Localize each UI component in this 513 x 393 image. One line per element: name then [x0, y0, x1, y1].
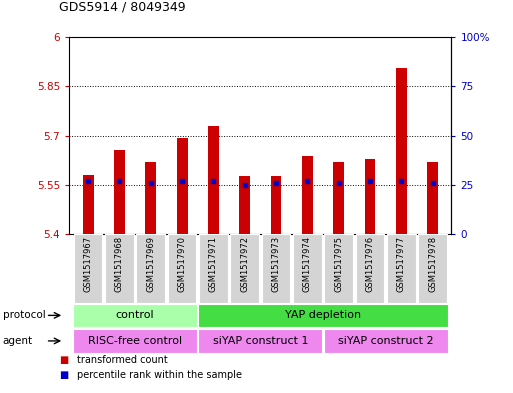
- Text: GSM1517976: GSM1517976: [365, 236, 374, 292]
- Text: GSM1517974: GSM1517974: [303, 236, 312, 292]
- Bar: [365, 159, 376, 234]
- Text: GSM1517977: GSM1517977: [397, 236, 406, 292]
- Text: GDS5914 / 8049349: GDS5914 / 8049349: [59, 1, 186, 14]
- Text: GSM1517971: GSM1517971: [209, 236, 218, 292]
- Text: transformed count: transformed count: [77, 354, 168, 365]
- Bar: [114, 151, 125, 234]
- Bar: [168, 234, 196, 303]
- Bar: [418, 234, 447, 303]
- Bar: [239, 176, 250, 234]
- Bar: [199, 304, 448, 327]
- Bar: [74, 234, 103, 303]
- Bar: [324, 234, 353, 303]
- Bar: [176, 138, 188, 234]
- Text: siYAP construct 1: siYAP construct 1: [212, 336, 308, 346]
- Text: GSM1517968: GSM1517968: [115, 236, 124, 292]
- Bar: [333, 162, 344, 234]
- Bar: [427, 162, 438, 234]
- Text: protocol: protocol: [3, 310, 45, 320]
- Bar: [73, 329, 197, 353]
- Text: GSM1517969: GSM1517969: [146, 236, 155, 292]
- Bar: [293, 234, 322, 303]
- Bar: [356, 234, 384, 303]
- Bar: [208, 127, 219, 234]
- Bar: [145, 162, 156, 234]
- Bar: [105, 234, 134, 303]
- Text: YAP depletion: YAP depletion: [285, 310, 361, 320]
- Text: ■: ■: [59, 354, 68, 365]
- Bar: [387, 234, 416, 303]
- Bar: [136, 234, 165, 303]
- Text: GSM1517972: GSM1517972: [240, 236, 249, 292]
- Bar: [270, 176, 282, 234]
- Bar: [324, 329, 448, 353]
- Bar: [396, 68, 407, 234]
- Text: siYAP construct 2: siYAP construct 2: [338, 336, 433, 346]
- Bar: [262, 234, 290, 303]
- Bar: [199, 234, 228, 303]
- Bar: [302, 156, 313, 234]
- Bar: [83, 175, 93, 234]
- Text: ■: ■: [59, 370, 68, 380]
- Text: GSM1517973: GSM1517973: [271, 236, 281, 292]
- Text: GSM1517967: GSM1517967: [84, 236, 92, 292]
- Text: RISC-free control: RISC-free control: [88, 336, 182, 346]
- Text: GSM1517970: GSM1517970: [177, 236, 187, 292]
- Bar: [230, 234, 259, 303]
- Bar: [73, 304, 197, 327]
- Bar: [199, 329, 322, 353]
- Text: percentile rank within the sample: percentile rank within the sample: [77, 370, 242, 380]
- Text: agent: agent: [3, 336, 33, 346]
- Text: control: control: [116, 310, 154, 320]
- Text: GSM1517978: GSM1517978: [428, 236, 437, 292]
- Text: GSM1517975: GSM1517975: [334, 236, 343, 292]
